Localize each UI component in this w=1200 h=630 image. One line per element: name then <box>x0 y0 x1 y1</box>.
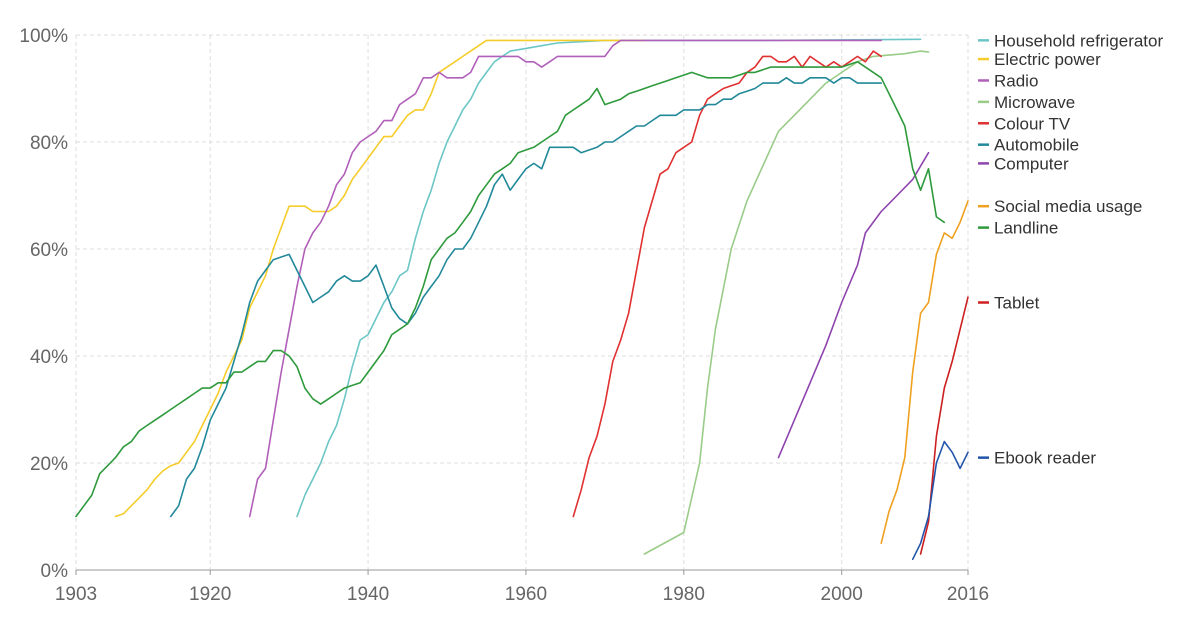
x-tick-label: 1940 <box>347 584 389 605</box>
legend-label-automobile: Automobile <box>994 136 1079 155</box>
series-line-tablet <box>919 296 969 555</box>
legend-label-social-media-usage: Social media usage <box>994 197 1142 216</box>
legend-label-microwave: Microwave <box>994 93 1075 112</box>
series-line-computer <box>777 151 930 459</box>
legend-label-ebook-reader: Ebook reader <box>994 449 1096 468</box>
x-tick-label: 1960 <box>505 584 547 605</box>
series-lines <box>75 38 969 561</box>
y-tick-label: 80% <box>30 133 68 154</box>
legend-label-electric-power: Electric power <box>994 50 1101 69</box>
legend-label-tablet: Tablet <box>994 294 1040 313</box>
series-line-automobile <box>169 77 882 518</box>
x-tick-label: 1903 <box>55 584 97 605</box>
legend-label-computer: Computer <box>994 154 1069 173</box>
legend-label-landline: Landline <box>994 219 1058 238</box>
x-tick-label: 1980 <box>663 584 705 605</box>
legend-label-radio: Radio <box>994 71 1038 90</box>
y-tick-label: 60% <box>30 240 68 261</box>
y-tick-label: 40% <box>30 347 68 368</box>
series-line-microwave <box>643 50 930 555</box>
y-tick-label: 100% <box>19 26 68 47</box>
legend-label-colour-tv: Colour TV <box>994 114 1071 133</box>
y-tick-label: 0% <box>41 561 69 582</box>
series-line-electric-power <box>114 39 646 518</box>
series-line-household-refrigerator <box>296 38 922 518</box>
axes: 0% 20% 40% 60% 80% 100% 1903 1920 1940 1960 1980 20… <box>19 26 989 605</box>
series-line-social-media-usage <box>880 200 969 545</box>
series-line-ebook-reader <box>911 440 969 561</box>
legend-label-household-refrigerator: Household refrigerator <box>994 31 1163 50</box>
y-tick-label: 20% <box>30 454 68 475</box>
x-tick-label: 1920 <box>189 584 231 605</box>
x-tick-label: 2016 <box>947 584 989 605</box>
series-line-colour-tv <box>572 50 882 518</box>
series-line-radio <box>248 39 882 518</box>
series-line-landline <box>75 61 946 518</box>
x-tick-label: 2000 <box>821 584 863 605</box>
gridlines <box>75 34 969 571</box>
